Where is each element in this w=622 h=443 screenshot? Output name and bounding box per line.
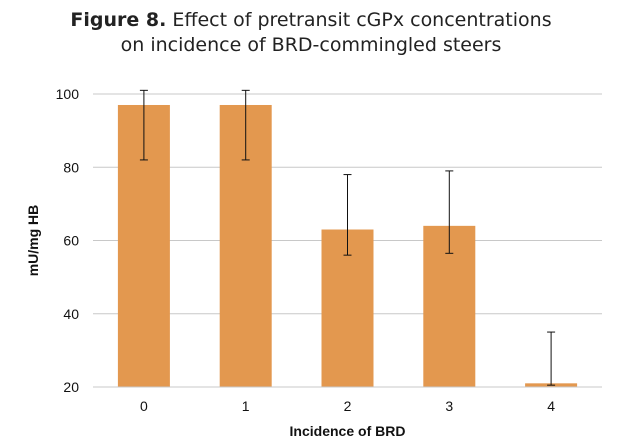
y-tick-label: 20 xyxy=(63,379,79,395)
bar-2 xyxy=(321,229,374,387)
error-bar-1 xyxy=(241,89,250,161)
x-axis-ticks: 0 1 2 3 4 xyxy=(140,398,555,414)
x-tick-label: 4 xyxy=(547,398,555,414)
error-bar-2 xyxy=(343,174,352,256)
y-tick-label: 100 xyxy=(56,86,80,102)
error-bar-3 xyxy=(445,170,454,254)
chart-title: Figure 8. Effect of pretransit cGPx conc… xyxy=(0,8,622,58)
y-tick-label: 40 xyxy=(63,306,79,322)
error-bars xyxy=(139,89,556,386)
y-axis-label: mU/mg HB xyxy=(25,205,41,277)
y-tick-label: 80 xyxy=(63,159,79,175)
y-axis-ticks: 20 40 60 80 100 xyxy=(56,86,80,395)
figure-label: Figure 8. xyxy=(70,9,167,31)
x-tick-label: 2 xyxy=(344,398,352,414)
error-bar-4 xyxy=(547,331,556,386)
x-tick-label: 3 xyxy=(445,398,453,414)
error-bar-0 xyxy=(139,89,148,161)
x-axis-label: Incidence of BRD xyxy=(290,423,406,439)
x-tick-label: 1 xyxy=(242,398,250,414)
x-tick-label: 0 xyxy=(140,398,148,414)
chart-title-text-1: Effect of pretransit cGPx concentrations xyxy=(172,9,552,31)
y-tick-label: 60 xyxy=(63,233,79,249)
chart-title-line-1: Figure 8. Effect of pretransit cGPx conc… xyxy=(0,8,622,33)
chart-title-line-2: on incidence of BRD-commingled steers xyxy=(120,34,502,56)
